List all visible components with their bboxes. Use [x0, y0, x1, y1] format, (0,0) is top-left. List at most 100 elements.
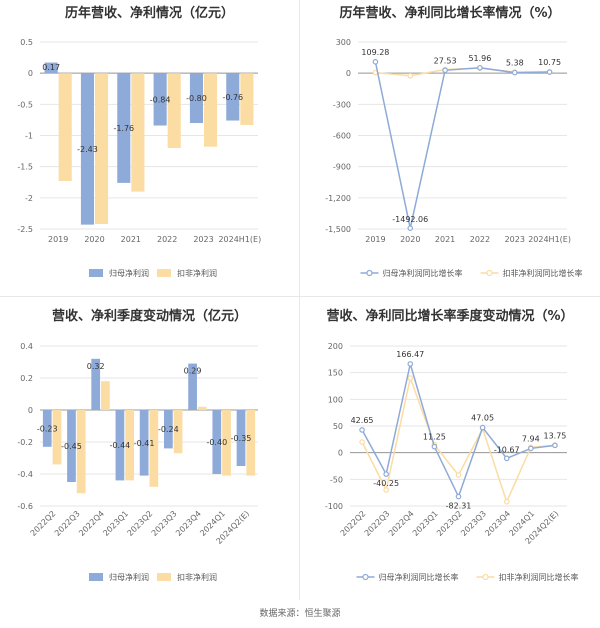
data-point	[546, 69, 553, 75]
x-tick-label: 2020	[84, 235, 104, 244]
chart-title: 营收、净利同比增长率季度变动情况（%）	[326, 309, 574, 324]
data-label: 51.96	[468, 54, 491, 63]
y-tick-label: -0.2	[17, 438, 33, 447]
bar	[246, 410, 256, 476]
bar	[226, 73, 240, 121]
bar	[189, 73, 203, 124]
data-point	[407, 375, 414, 381]
data-label: 0.29	[184, 367, 202, 376]
legend-label: 扣非净利润同比增长率	[503, 268, 583, 278]
y-tick-label: -600	[333, 132, 351, 141]
y-tick-label: 200	[328, 342, 343, 351]
y-tick-label: -0.4	[17, 470, 33, 479]
legend-label: 扣非净利润	[177, 268, 217, 278]
legend-label: 归母净利润同比增长率	[383, 268, 463, 278]
data-point	[552, 442, 558, 449]
data-label: -0.23	[37, 424, 58, 433]
y-tick-label: 0	[346, 69, 351, 78]
chart-title: 历年营收、净利同比增长率情况（%）	[339, 6, 561, 21]
data-label: -0.41	[134, 439, 155, 448]
legend-swatch-marker	[482, 573, 489, 581]
y-tick-label: -50	[330, 475, 343, 484]
data-label: -0.40	[206, 438, 227, 447]
legend-swatch	[89, 269, 103, 277]
y-tick-label: 0.5	[20, 38, 33, 47]
data-label: 13.75	[543, 431, 566, 440]
quarterly-growth-chart: 200150100500-50-1002022Q22022Q32022Q4202…	[325, 342, 579, 582]
x-tick-label: 2023Q1	[411, 509, 440, 538]
bar	[131, 73, 145, 192]
legend-swatch	[157, 573, 171, 581]
x-tick-label: 2023Q2	[126, 509, 155, 538]
data-label: 0.32	[87, 362, 105, 371]
x-tick-label: 2020	[400, 235, 420, 244]
legend-swatch-marker	[366, 269, 373, 277]
x-tick-label: 2022Q3	[53, 509, 82, 538]
x-tick-label: 2021	[121, 235, 141, 244]
data-point	[442, 67, 448, 74]
chart-title: 历年营收、净利情况（亿元）	[64, 6, 234, 21]
data-label: -2.43	[77, 145, 98, 154]
horizontal-divider	[0, 296, 600, 297]
x-tick-label: 2022Q4	[387, 509, 416, 538]
x-tick-label: 2023Q2	[435, 509, 464, 538]
x-tick-label: 2019	[365, 235, 385, 244]
x-tick-label: 2023Q4	[483, 509, 512, 538]
y-tick-label: 100	[328, 395, 343, 404]
data-point	[407, 72, 414, 79]
y-tick-label: 0	[28, 69, 33, 78]
annual-profit-chart: 0.5 0 -0.5 -1 -1.5 -2 -2.5 2019 2020 2021 2022 2023…	[17, 38, 261, 278]
legend-label: 归母净利润同比增长率	[379, 572, 459, 582]
bar	[197, 406, 207, 410]
data-label: -0.44	[110, 441, 131, 450]
bar	[153, 73, 167, 126]
bar	[149, 410, 159, 487]
data-point	[359, 427, 365, 433]
x-tick-label: 2022Q3	[363, 509, 392, 538]
data-label: 27.53	[434, 56, 457, 65]
y-tick-label: -2	[25, 194, 33, 203]
legend-label: 归母净利润	[109, 572, 149, 582]
y-tick-label: 0.2	[20, 374, 33, 383]
data-label: -0.84	[150, 95, 171, 104]
data-label: -82.31	[446, 502, 472, 511]
data-label: -0.35	[231, 434, 252, 443]
data-point	[383, 471, 389, 477]
bar	[44, 62, 58, 74]
bar	[240, 73, 254, 125]
x-tick-label: 2022Q2	[29, 509, 58, 538]
y-tick-label: -0.5	[17, 100, 33, 109]
legend-label: 归母净利润	[109, 268, 149, 278]
data-point	[407, 225, 414, 231]
data-label: -0.80	[186, 94, 207, 103]
data-label: 109.28	[361, 48, 389, 57]
legend-swatch-marker	[362, 573, 369, 581]
bar	[76, 410, 86, 494]
data-label: -40.25	[373, 479, 399, 488]
legend-label: 扣非净利润	[177, 572, 217, 582]
x-tick-label: 2023Q4	[174, 509, 203, 538]
data-point	[455, 493, 462, 500]
bar	[125, 410, 134, 481]
annual-growth-chart: 300 0 -300 -600 -900 -1,200 -1,500 2019 2020 2021…	[325, 38, 583, 278]
legend-swatch-marker	[486, 269, 493, 277]
y-tick-label: 0	[338, 449, 343, 458]
y-tick-label: -1,500	[325, 225, 351, 234]
data-point	[455, 472, 462, 478]
panel-annual-profit: 历年营收、净利情况（亿元） 0.5 0 -0.5 -1 -1.5 -2 -2.5 2019 20…	[0, 0, 299, 296]
data-point	[503, 455, 510, 462]
data-label: 0.17	[42, 63, 60, 72]
data-label: -0.24	[158, 425, 179, 434]
bar	[80, 73, 94, 225]
y-tick-label: -300	[333, 100, 351, 109]
y-tick-label: 0	[28, 406, 33, 415]
x-tick-label: 2023Q3	[150, 509, 179, 538]
x-tick-label: 2022Q4	[77, 509, 106, 538]
bar	[188, 363, 197, 410]
data-point	[359, 439, 365, 445]
legend-swatch	[157, 269, 171, 277]
x-tick-label: 2022	[157, 235, 177, 244]
data-point	[503, 498, 510, 505]
bar	[52, 410, 62, 465]
